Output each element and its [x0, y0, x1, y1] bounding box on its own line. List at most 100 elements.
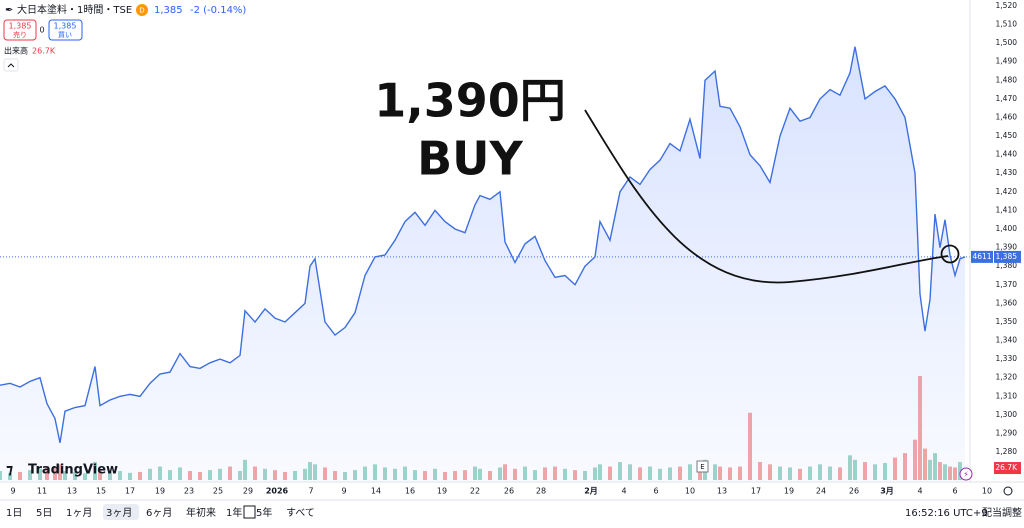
x-tick-label: 4: [621, 487, 626, 496]
annotation-circle: [940, 244, 960, 264]
y-tick-label: 1,510: [996, 20, 1018, 29]
y-tick-label: 1,460: [996, 112, 1018, 121]
y-tick-label: 1,470: [996, 94, 1018, 103]
event-marker: E: [700, 463, 704, 471]
y-tick-label: 1,290: [996, 428, 1018, 437]
header-price: 1,385: [154, 5, 183, 16]
x-tick-label: 10: [685, 487, 695, 496]
y-tick-label: 1,480: [996, 75, 1018, 84]
x-tick-label: 17: [751, 487, 761, 496]
x-tick-label: 6: [952, 487, 957, 496]
last-price-label: 1,385: [996, 252, 1018, 261]
y-tick-label: 1,300: [996, 410, 1018, 419]
x-tick-label: 7: [308, 487, 313, 496]
x-tick-label: 19: [784, 487, 794, 496]
event-box[interactable]: [696, 460, 709, 473]
x-tick-label: 13: [67, 487, 77, 496]
range-active: [103, 504, 139, 520]
badge: D: [139, 7, 144, 15]
adjust-button[interactable]: 配当調整: [982, 506, 1022, 519]
x-tick-label: 2026: [266, 487, 289, 496]
range-button[interactable]: 5年: [256, 506, 272, 519]
y-tick-label: 1,360: [996, 298, 1018, 307]
watermark-icon: ⁊: [6, 462, 13, 478]
sell-label: 売り: [13, 30, 27, 39]
annotation-action: BUY: [417, 132, 523, 186]
y-tick-label: 1,350: [996, 317, 1018, 326]
symbol-icon: ✒: [5, 5, 13, 16]
y-tick-label: 1,380: [996, 261, 1018, 270]
watermark: TradingView: [28, 463, 118, 478]
x-tick-label: 25: [213, 487, 223, 496]
y-tick-label: 1,450: [996, 131, 1018, 140]
x-tick-label: 10: [982, 487, 992, 496]
flash-icon[interactable]: [959, 467, 973, 481]
x-tick-label: 28: [536, 487, 546, 496]
buy-label: 買い: [58, 31, 72, 39]
x-tick-label: 26: [504, 487, 514, 496]
x-tick-label: 14: [371, 487, 381, 496]
y-tick-label: 1,320: [996, 373, 1018, 382]
x-tick-label: 24: [816, 487, 826, 496]
y-tick-label: 1,330: [996, 354, 1018, 363]
symbol[interactable]: 大日本塗料・1時間・TSE: [17, 3, 132, 16]
volume-value: 26.7K: [32, 47, 56, 56]
range-button[interactable]: 3ヶ月: [106, 507, 132, 519]
x-tick-label: 22: [470, 487, 480, 496]
volume-badge: [994, 462, 1021, 475]
x-tick-label: 15: [96, 487, 106, 496]
toolbar: 1日 5日 1ヶ月 3ヶ月 6ヶ月 年初来 1年 5年 すべて: [6, 504, 315, 520]
last-price-badge: [994, 250, 1021, 263]
x-tick-label: 26: [849, 487, 859, 496]
header-change: -2 (-0.14%): [190, 5, 246, 16]
volume-badge-label: 26.7K: [995, 463, 1018, 472]
x-tick-label: 3月: [880, 487, 894, 496]
sell-button[interactable]: [3, 19, 37, 41]
spread: 0: [39, 26, 44, 35]
x-tick-label: 2月: [584, 487, 598, 496]
x-tick-label: 19: [155, 487, 165, 496]
x-tick-label: 6: [653, 487, 658, 496]
range-button[interactable]: 6ヶ月: [146, 507, 172, 519]
y-tick-label: 1,500: [996, 38, 1018, 47]
buy-price: 1,385: [54, 22, 77, 31]
x-tick-label: 16: [405, 487, 415, 496]
y-tick-label: 1,370: [996, 280, 1018, 289]
y-tick-label: 1,520: [996, 1, 1018, 10]
plot-area: [0, 46, 970, 483]
clock: 16:52:16 UTC+9: [905, 508, 988, 519]
x-tick-label: 9: [341, 487, 346, 496]
x-tick-label: 29: [243, 487, 253, 496]
last-price-code-bg: [971, 250, 993, 263]
y-tick-label: 1,340: [996, 336, 1018, 345]
settings-icon[interactable]: [1003, 486, 1013, 496]
range-button[interactable]: 年初来: [186, 506, 216, 519]
range-button[interactable]: 1日: [6, 508, 22, 519]
y-tick-label: 1,430: [996, 168, 1018, 177]
annotation-price: 1,390円: [374, 74, 566, 128]
range-button[interactable]: すべて: [286, 507, 315, 519]
x-tick-label: 23: [184, 487, 194, 496]
range-button[interactable]: 1ヶ月: [66, 507, 92, 519]
flash-glyph: ⚡: [963, 470, 969, 479]
x-tick-label: 9: [10, 487, 15, 496]
y-tick-label: 1,410: [996, 205, 1018, 214]
last-price-code: 4611: [972, 252, 991, 261]
price-line: [0, 46, 966, 443]
range-button[interactable]: 1年: [226, 506, 242, 519]
y-tick-label: 1,420: [996, 187, 1018, 196]
x-tick-label: 4: [917, 487, 922, 496]
y-tick-label: 1,490: [996, 57, 1018, 66]
badge-bg: [136, 4, 148, 16]
buy-button[interactable]: [48, 19, 83, 41]
y-tick-label: 1,280: [996, 447, 1018, 456]
annotation-curve: [584, 109, 949, 284]
y-tick-label: 1,390: [996, 243, 1018, 252]
x-tick-label: 13: [717, 487, 727, 496]
x-tick-label: 19: [437, 487, 447, 496]
date-range-icon[interactable]: [243, 505, 256, 519]
x-tick-label: 11: [37, 487, 47, 496]
collapse-button[interactable]: [3, 58, 19, 72]
range-button[interactable]: 5日: [36, 508, 52, 519]
